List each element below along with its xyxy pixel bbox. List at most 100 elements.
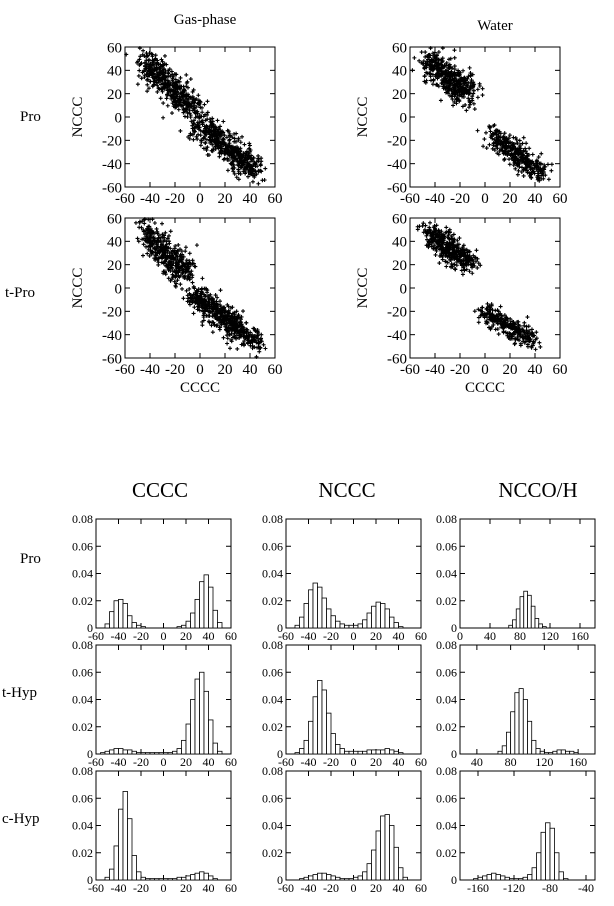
scatter-point — [201, 146, 206, 151]
scatter-point — [472, 309, 477, 314]
scatter-point — [254, 354, 259, 359]
scatter-point — [166, 233, 171, 238]
scatter-point — [456, 246, 461, 251]
scatter-point — [170, 101, 175, 106]
scatter-point — [432, 228, 437, 233]
scatter-point — [187, 251, 192, 256]
scatter-point — [249, 169, 254, 174]
scatter-point — [428, 66, 433, 71]
scatter-point — [458, 81, 463, 86]
histogram-bar — [118, 748, 124, 755]
scatter-point — [466, 88, 471, 93]
histogram-bar — [522, 876, 528, 881]
y-tick-label: -60 — [387, 180, 407, 196]
scatter-point — [231, 155, 236, 160]
histogram-bar — [317, 680, 323, 755]
histogram-bar — [104, 750, 110, 755]
scatter-point — [240, 328, 245, 333]
histogram-bar — [477, 876, 483, 881]
scatter-point — [503, 151, 508, 156]
scatter-point — [513, 135, 518, 140]
scatter-point — [530, 152, 535, 157]
y-tick-label: 40 — [107, 235, 122, 251]
histogram-bar — [185, 875, 191, 881]
histogram-bar — [145, 878, 151, 881]
scatter-point — [440, 59, 445, 64]
histogram-bar — [203, 574, 209, 629]
scatter-point — [521, 329, 526, 334]
scatter-point — [179, 249, 184, 254]
scatter-point — [194, 288, 199, 293]
y-tick-label: -60 — [102, 180, 122, 196]
scatter-point — [174, 273, 179, 278]
scatter-point — [179, 103, 184, 108]
histogram-bar — [212, 878, 218, 881]
scatter-point — [160, 89, 165, 94]
scatter-point — [202, 311, 207, 316]
scatter-point — [204, 287, 209, 292]
scatter-point — [170, 83, 175, 88]
scatter-point — [470, 258, 475, 263]
scatter-point — [247, 155, 252, 160]
scatter-point — [465, 84, 470, 89]
scatter-point — [183, 249, 188, 254]
scatter-point — [192, 118, 197, 123]
histogram-bar — [154, 878, 160, 881]
y-tick-label: 0.06 — [262, 539, 283, 553]
x-tick-label: 60 — [415, 629, 427, 643]
scatter-point — [196, 93, 201, 98]
scatter-point — [149, 51, 154, 56]
scatter-point — [444, 60, 449, 65]
x-tick-label: 60 — [415, 755, 427, 769]
histogram-bar — [491, 872, 497, 881]
histogram-bar — [384, 814, 390, 881]
scatter-point — [490, 308, 495, 313]
scatter-point — [226, 129, 231, 134]
scatter-point — [432, 243, 437, 248]
histogram-bar — [500, 875, 506, 881]
x-tick-label: 60 — [225, 629, 237, 643]
scatter-point — [228, 346, 233, 351]
histogram-bar — [486, 874, 492, 881]
histogram-bar — [513, 878, 519, 881]
histogram-bar — [534, 618, 540, 629]
histogram-bar — [185, 723, 191, 755]
scatter-point — [242, 151, 247, 156]
scatter-point — [163, 69, 168, 74]
histogram-bar — [312, 582, 318, 629]
scatter-point — [449, 237, 454, 242]
histogram-bar — [348, 624, 354, 629]
histogram-bar — [212, 742, 218, 755]
scatter-point — [161, 101, 166, 106]
histogram-bar — [190, 699, 196, 755]
scatter-point — [250, 173, 255, 178]
x-tick-label: -20 — [323, 881, 339, 895]
histogram-bar — [317, 872, 323, 881]
scatter-point — [232, 312, 237, 317]
scatter-point — [147, 57, 152, 62]
x-tick-label: -60 — [400, 362, 420, 378]
x-tick-label: 40 — [203, 629, 215, 643]
scatter-point — [447, 81, 452, 86]
scatter-point — [470, 72, 475, 77]
scatter-point — [237, 335, 242, 340]
scatter-point — [445, 247, 450, 252]
scatter-point — [250, 179, 255, 184]
scatter-point — [460, 76, 465, 81]
scatter-point — [521, 135, 526, 140]
scatter-point — [247, 143, 252, 148]
histogram-bar — [190, 874, 196, 881]
scatter-point — [513, 322, 518, 327]
scatter-point — [535, 173, 540, 178]
scatter-point — [515, 320, 520, 325]
scatter-point — [534, 330, 539, 335]
scatter-point — [454, 252, 459, 257]
scatter-point — [234, 157, 239, 162]
scatter-point — [524, 141, 529, 146]
scatter-point — [475, 265, 480, 270]
histogram-bar — [523, 590, 528, 629]
y-tick-label: 0.08 — [436, 638, 457, 652]
scatter-point — [253, 334, 258, 339]
histogram-bar — [335, 744, 341, 755]
scatter-point — [161, 75, 166, 80]
